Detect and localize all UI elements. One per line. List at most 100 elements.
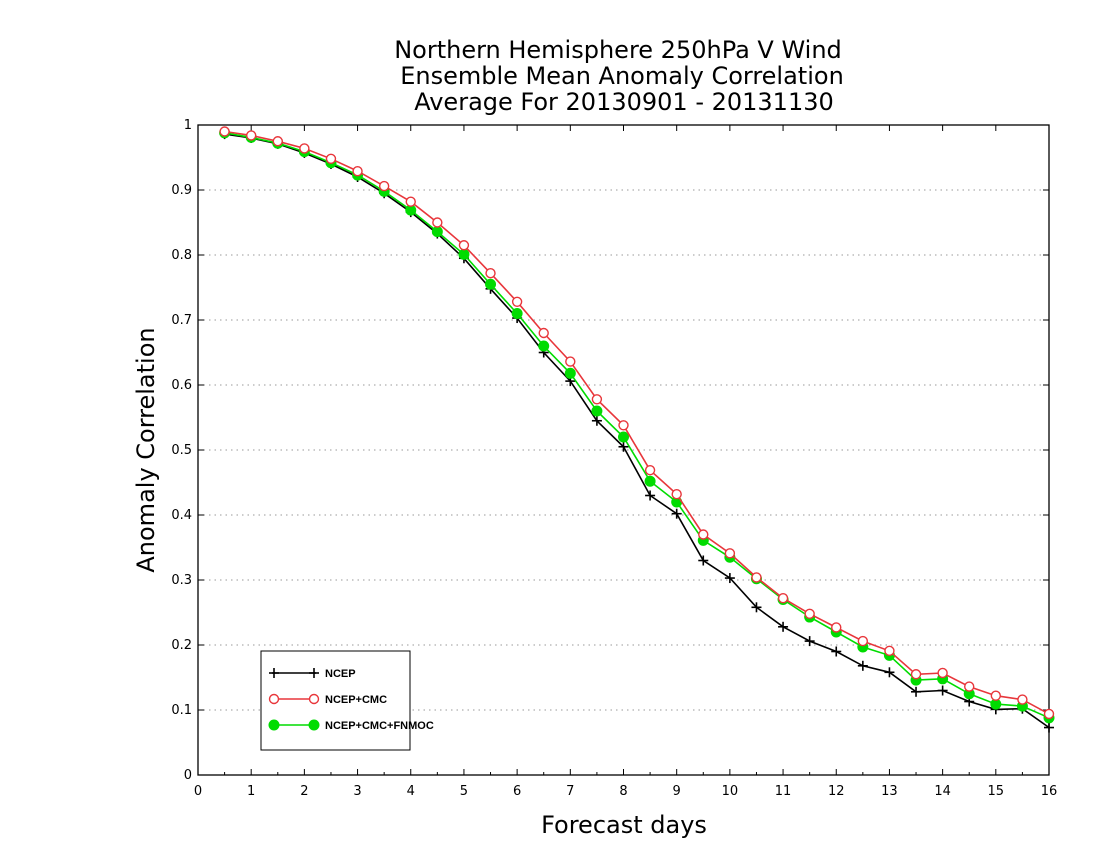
open-circle-marker xyxy=(268,693,280,705)
plus-marker xyxy=(591,415,602,426)
plus-marker xyxy=(831,646,842,657)
plus-marker xyxy=(671,508,682,519)
x-axis-title: Forecast days xyxy=(541,811,707,839)
plus-marker xyxy=(804,636,815,647)
plus-marker xyxy=(751,602,762,613)
filled-circle-marker xyxy=(538,340,550,352)
filled-circle-marker xyxy=(644,475,656,487)
x-tick-label: 15 xyxy=(988,784,1005,799)
y-tick-label: 0.1 xyxy=(171,703,192,718)
plus-marker xyxy=(937,685,948,696)
plus-marker xyxy=(269,668,279,678)
x-tick-label: 11 xyxy=(775,784,792,799)
legend-label: NCEP+CMC xyxy=(325,694,387,706)
plus-marker xyxy=(778,621,789,632)
x-tick-label: 2 xyxy=(300,784,308,799)
open-circle-marker xyxy=(458,240,470,251)
plus-marker xyxy=(1044,722,1054,733)
filled-circle-marker xyxy=(458,248,470,260)
series-ncep xyxy=(219,129,1054,733)
open-circle-marker xyxy=(511,296,523,307)
x-tick-label: 7 xyxy=(566,784,574,799)
open-circle-marker xyxy=(219,126,230,137)
y-tick-label: 0 xyxy=(184,768,192,783)
open-circle-marker xyxy=(538,327,549,339)
filled-circle-marker xyxy=(618,431,629,443)
y-axis-title: Anomaly Correlation xyxy=(132,327,160,572)
legend-label: NCEP+CMC+FNMOC xyxy=(325,720,434,732)
open-circle-marker xyxy=(964,681,975,692)
y-tick-label: 0.8 xyxy=(171,248,192,263)
y-tick-label: 0.4 xyxy=(171,508,192,523)
open-circle-marker xyxy=(910,669,922,680)
open-circle-marker xyxy=(378,180,390,192)
open-circle-marker xyxy=(1017,694,1028,705)
plus-marker xyxy=(911,686,922,697)
y-axis-ticks: 0 0.1 0.2 0.3 0.4 0.5 0.6 0.7 0.8 0.9 1 xyxy=(171,118,1049,783)
open-circle-marker xyxy=(937,667,948,679)
plus-marker xyxy=(698,555,709,566)
series-line xyxy=(224,132,1050,719)
y-tick-label: 0.2 xyxy=(171,638,192,653)
open-circle-marker xyxy=(308,693,320,705)
series-ncep-cmc xyxy=(219,126,1055,720)
y-tick-label: 0.9 xyxy=(171,183,192,198)
open-circle-marker xyxy=(405,196,416,207)
x-tick-label: 9 xyxy=(673,784,681,799)
chart-title: Northern Hemisphere 250hPa V Wind Ensemb… xyxy=(394,36,844,116)
open-circle-marker xyxy=(1043,708,1055,720)
open-circle-marker xyxy=(352,165,363,177)
open-circle-marker xyxy=(618,420,629,431)
open-circle-marker xyxy=(990,690,1002,701)
x-tick-label: 16 xyxy=(1041,784,1058,799)
x-tick-label: 13 xyxy=(881,784,898,799)
open-circle-marker xyxy=(245,130,257,141)
open-circle-marker xyxy=(804,608,815,619)
y-tick-label: 1 xyxy=(184,118,192,133)
filled-circle-marker xyxy=(485,278,497,290)
plus-marker xyxy=(618,441,629,452)
legend-box xyxy=(260,650,411,751)
title-line-1: Northern Hemisphere 250hPa V Wind xyxy=(394,36,842,64)
plus-marker xyxy=(857,660,868,671)
x-tick-label: 0 xyxy=(194,784,202,799)
x-tick-label: 12 xyxy=(828,784,845,799)
x-tick-label: 3 xyxy=(353,784,361,799)
filled-circle-marker xyxy=(564,367,576,379)
y-tick-label: 0.3 xyxy=(171,573,192,588)
y-tick-label: 0.5 xyxy=(171,443,192,458)
x-tick-label: 4 xyxy=(407,784,415,799)
filled-circle-marker xyxy=(591,405,603,417)
x-tick-label: 14 xyxy=(934,784,951,799)
open-circle-marker xyxy=(644,464,656,476)
legend-label: NCEP xyxy=(325,668,356,680)
plus-marker xyxy=(645,490,656,501)
open-circle-marker xyxy=(857,635,869,647)
series-line xyxy=(224,130,1050,715)
open-circle-marker xyxy=(724,548,736,559)
filled-circle-marker xyxy=(511,308,523,319)
legend-entry: NCEP xyxy=(269,668,356,680)
x-tick-label: 10 xyxy=(722,784,739,799)
open-circle-marker xyxy=(884,645,895,657)
x-tick-label: 8 xyxy=(619,784,627,799)
open-circle-marker xyxy=(432,217,443,228)
legend-entry: NCEP+CMC+FNMOC xyxy=(268,719,434,732)
y-tick-label: 0.7 xyxy=(171,313,192,328)
title-line-2: Ensemble Mean Anomaly Correlation xyxy=(400,62,844,90)
open-circle-marker xyxy=(751,572,762,583)
x-tick-label: 5 xyxy=(460,784,468,799)
filled-circle-marker xyxy=(268,719,280,731)
series-layer xyxy=(219,126,1055,733)
open-circle-marker xyxy=(831,622,842,633)
open-circle-marker xyxy=(565,356,576,367)
open-circle-marker xyxy=(671,489,682,500)
filled-circle-marker xyxy=(431,226,443,238)
x-axis-ticks: 0 1 2 3 4 5 6 7 8 9 10 11 12 13 14 15 16 xyxy=(194,125,1057,799)
open-circle-marker xyxy=(485,268,496,279)
open-circle-marker xyxy=(272,136,283,147)
filled-circle-marker xyxy=(308,719,320,731)
series-ncep-cmc-fnmoc xyxy=(219,127,1055,724)
plus-marker xyxy=(309,668,319,678)
